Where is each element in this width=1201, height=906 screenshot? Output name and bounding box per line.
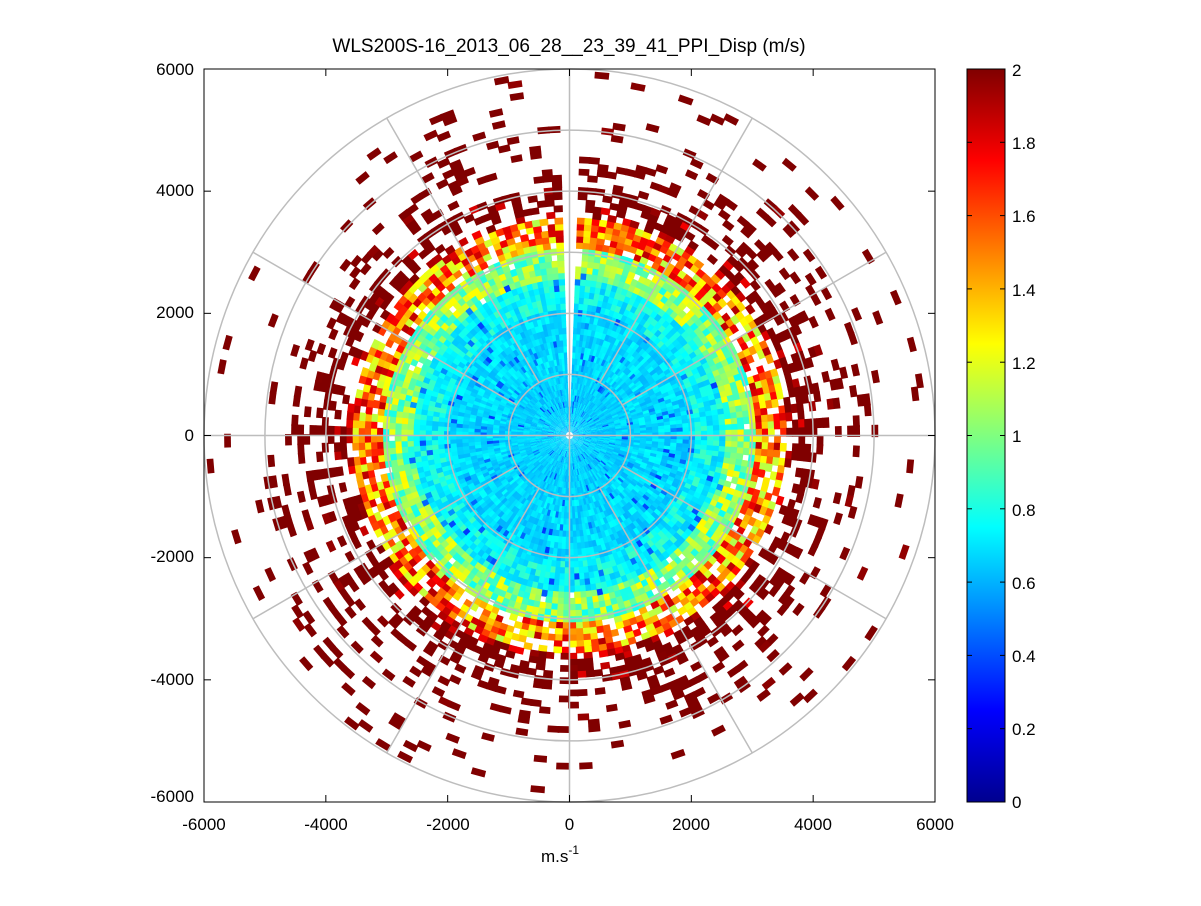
data-cell bbox=[562, 321, 567, 328]
data-cell bbox=[574, 573, 580, 580]
data-cell bbox=[562, 327, 567, 334]
data-cell bbox=[560, 297, 566, 304]
data-cell bbox=[431, 439, 438, 445]
data-cell bbox=[480, 438, 487, 442]
data-cell bbox=[701, 426, 708, 432]
data-cell bbox=[689, 427, 696, 432]
data-cell bbox=[395, 441, 402, 448]
data-cell bbox=[559, 291, 565, 298]
data-cell bbox=[558, 273, 565, 280]
data-cell bbox=[562, 334, 566, 341]
data-cell bbox=[561, 315, 566, 322]
data-cell bbox=[557, 260, 564, 267]
data-cell bbox=[725, 436, 732, 443]
data-cell bbox=[575, 604, 582, 611]
data-cell bbox=[574, 592, 581, 599]
data-cell bbox=[563, 346, 567, 353]
data-cell bbox=[564, 352, 568, 359]
data-cell bbox=[560, 303, 566, 310]
data-cell bbox=[558, 266, 565, 273]
data-cell bbox=[563, 340, 567, 347]
data-cell bbox=[559, 285, 565, 292]
data-cell bbox=[565, 370, 568, 377]
data-cell bbox=[407, 429, 414, 436]
data-cell bbox=[652, 429, 659, 433]
plot-area bbox=[204, 69, 935, 802]
data-cell bbox=[719, 425, 726, 432]
data-cell bbox=[561, 309, 566, 316]
data-cell bbox=[564, 358, 567, 365]
data-cell bbox=[737, 423, 744, 430]
data-cell bbox=[565, 376, 568, 383]
data-cell bbox=[565, 364, 568, 371]
data-cell bbox=[559, 279, 566, 286]
data-cell bbox=[413, 440, 420, 447]
data-cell bbox=[444, 439, 451, 444]
